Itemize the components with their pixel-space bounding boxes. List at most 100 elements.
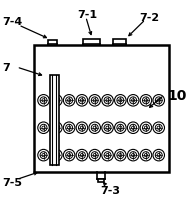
Bar bbox=[98, 179, 104, 183]
Text: 7-4: 7-4 bbox=[2, 17, 23, 27]
Circle shape bbox=[140, 95, 152, 107]
Circle shape bbox=[80, 126, 84, 130]
Circle shape bbox=[117, 97, 124, 104]
Text: 10: 10 bbox=[168, 89, 187, 103]
Circle shape bbox=[66, 152, 73, 159]
Circle shape bbox=[130, 97, 137, 104]
Circle shape bbox=[79, 97, 85, 104]
Circle shape bbox=[106, 126, 109, 130]
Circle shape bbox=[76, 95, 88, 107]
Circle shape bbox=[104, 125, 111, 132]
Circle shape bbox=[93, 126, 96, 130]
Circle shape bbox=[157, 99, 160, 102]
Circle shape bbox=[42, 99, 45, 102]
Circle shape bbox=[91, 125, 98, 132]
Circle shape bbox=[63, 95, 75, 107]
Circle shape bbox=[127, 122, 139, 134]
Circle shape bbox=[91, 97, 98, 104]
Circle shape bbox=[53, 97, 60, 104]
Circle shape bbox=[144, 99, 147, 102]
Bar bbox=[113, 40, 126, 44]
Circle shape bbox=[115, 122, 126, 134]
Circle shape bbox=[63, 150, 75, 161]
Circle shape bbox=[40, 97, 47, 104]
Circle shape bbox=[102, 150, 113, 161]
Circle shape bbox=[117, 152, 124, 159]
Circle shape bbox=[142, 97, 149, 104]
Text: 7-2: 7-2 bbox=[139, 13, 159, 22]
Circle shape bbox=[155, 125, 162, 132]
Circle shape bbox=[153, 122, 165, 134]
Text: 7-1: 7-1 bbox=[77, 10, 97, 20]
Circle shape bbox=[132, 126, 135, 130]
Circle shape bbox=[50, 95, 62, 107]
Circle shape bbox=[79, 152, 85, 159]
Circle shape bbox=[132, 154, 135, 157]
Circle shape bbox=[38, 150, 49, 161]
Circle shape bbox=[40, 152, 47, 159]
Circle shape bbox=[157, 154, 160, 157]
Circle shape bbox=[63, 122, 75, 134]
Circle shape bbox=[66, 97, 73, 104]
Circle shape bbox=[119, 154, 122, 157]
Circle shape bbox=[102, 122, 113, 134]
Circle shape bbox=[42, 126, 45, 130]
Bar bbox=[34, 45, 169, 172]
Circle shape bbox=[89, 122, 100, 134]
Circle shape bbox=[50, 122, 62, 134]
Circle shape bbox=[144, 126, 147, 130]
Circle shape bbox=[115, 95, 126, 107]
Circle shape bbox=[55, 154, 58, 157]
Circle shape bbox=[153, 95, 165, 107]
Text: 7-3: 7-3 bbox=[101, 185, 121, 195]
Bar bbox=[48, 41, 57, 44]
Circle shape bbox=[130, 125, 137, 132]
Text: 7: 7 bbox=[2, 63, 10, 73]
Circle shape bbox=[119, 126, 122, 130]
Circle shape bbox=[127, 150, 139, 161]
Circle shape bbox=[140, 150, 152, 161]
Circle shape bbox=[117, 125, 124, 132]
Circle shape bbox=[68, 126, 71, 130]
Bar bbox=[83, 40, 100, 44]
Circle shape bbox=[53, 152, 60, 159]
Circle shape bbox=[102, 95, 113, 107]
Circle shape bbox=[42, 154, 45, 157]
Circle shape bbox=[155, 97, 162, 104]
Circle shape bbox=[119, 99, 122, 102]
Circle shape bbox=[155, 152, 162, 159]
Circle shape bbox=[127, 95, 139, 107]
Circle shape bbox=[68, 99, 71, 102]
Circle shape bbox=[153, 150, 165, 161]
Circle shape bbox=[104, 152, 111, 159]
Circle shape bbox=[38, 95, 49, 107]
Circle shape bbox=[79, 125, 85, 132]
Circle shape bbox=[104, 97, 111, 104]
Circle shape bbox=[66, 125, 73, 132]
Circle shape bbox=[89, 95, 100, 107]
Circle shape bbox=[76, 122, 88, 134]
Circle shape bbox=[142, 125, 149, 132]
Circle shape bbox=[89, 150, 100, 161]
Bar bbox=[50, 76, 59, 165]
Circle shape bbox=[80, 99, 84, 102]
Circle shape bbox=[106, 154, 109, 157]
Circle shape bbox=[50, 150, 62, 161]
Circle shape bbox=[55, 126, 58, 130]
Circle shape bbox=[106, 99, 109, 102]
Text: 7-5: 7-5 bbox=[2, 178, 23, 188]
Circle shape bbox=[40, 125, 47, 132]
Circle shape bbox=[142, 152, 149, 159]
Circle shape bbox=[140, 122, 152, 134]
Circle shape bbox=[157, 126, 160, 130]
Circle shape bbox=[93, 99, 96, 102]
Circle shape bbox=[132, 99, 135, 102]
Circle shape bbox=[55, 99, 58, 102]
Circle shape bbox=[76, 150, 88, 161]
Circle shape bbox=[80, 154, 84, 157]
Circle shape bbox=[93, 154, 96, 157]
Circle shape bbox=[144, 154, 147, 157]
Circle shape bbox=[130, 152, 137, 159]
Circle shape bbox=[38, 122, 49, 134]
Circle shape bbox=[53, 125, 60, 132]
